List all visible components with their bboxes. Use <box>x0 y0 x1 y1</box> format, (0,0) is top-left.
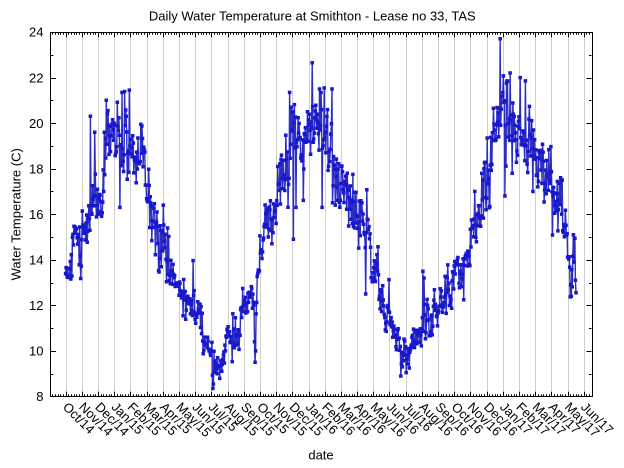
svg-text:22: 22 <box>29 70 43 85</box>
svg-text:24: 24 <box>29 25 43 40</box>
svg-text:10: 10 <box>29 344 43 359</box>
svg-text:12: 12 <box>29 298 43 313</box>
svg-text:8: 8 <box>36 389 43 404</box>
svg-text:date: date <box>308 447 333 462</box>
svg-text:16: 16 <box>29 207 43 222</box>
svg-text:Water Temperature (C): Water Temperature (C) <box>9 148 24 280</box>
svg-text:Daily Water Temperature at Smi: Daily Water Temperature at Smithton - Le… <box>149 8 476 23</box>
svg-text:18: 18 <box>29 161 43 176</box>
svg-text:14: 14 <box>29 253 43 268</box>
svg-text:20: 20 <box>29 116 43 131</box>
